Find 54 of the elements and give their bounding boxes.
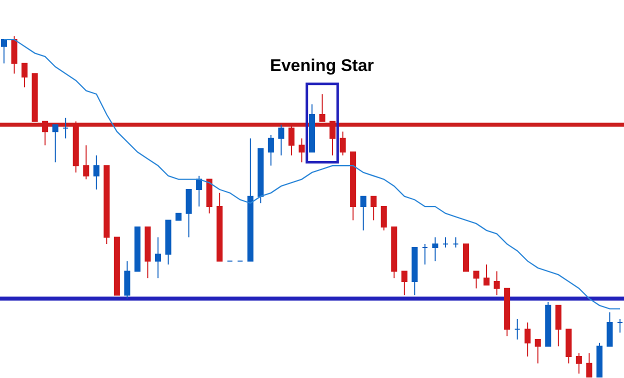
candlestick <box>432 236 438 262</box>
candlestick <box>104 165 110 245</box>
candlestick <box>154 236 162 279</box>
candlestick <box>380 206 387 231</box>
candlestick <box>524 322 531 358</box>
candlestick <box>124 260 130 300</box>
candlestick <box>340 131 346 156</box>
candlestick <box>134 226 140 272</box>
candlestick <box>144 226 151 279</box>
candlestick <box>114 236 120 296</box>
candlestick <box>268 134 274 166</box>
candlestick <box>401 270 408 296</box>
candlestick <box>452 236 459 248</box>
candlestick <box>308 104 316 153</box>
candlestick <box>83 144 90 180</box>
candlestick <box>484 264 490 286</box>
candlestick <box>391 226 398 279</box>
candlestick <box>186 189 192 238</box>
candlestick <box>62 117 69 139</box>
candlestick <box>350 152 356 221</box>
candlestick <box>258 148 264 204</box>
candlestick <box>576 352 582 374</box>
candlestick <box>412 246 418 296</box>
candlestick <box>278 124 284 156</box>
candlestick <box>514 318 520 340</box>
candlestick <box>0 39 8 64</box>
candlestick <box>22 62 28 88</box>
candlestick <box>93 154 100 190</box>
candlestick <box>422 244 428 265</box>
candlestick <box>473 270 480 289</box>
candlestick <box>534 338 541 364</box>
candlestick <box>370 196 377 221</box>
candlestick <box>52 124 58 163</box>
candlestick <box>176 212 182 221</box>
candlestick <box>165 220 172 265</box>
candlestick <box>206 178 212 214</box>
candlestick <box>442 236 448 248</box>
candlestick <box>462 244 470 272</box>
candlestick <box>247 138 254 262</box>
candlestick <box>596 342 602 378</box>
candlestick <box>360 196 366 231</box>
candlestick <box>216 192 223 262</box>
candlestick <box>298 138 305 163</box>
candlestick <box>196 175 202 208</box>
candlestick <box>504 288 510 337</box>
candlestick <box>11 36 18 74</box>
candlestick <box>555 304 562 347</box>
candlestick <box>616 318 624 334</box>
candlestick <box>494 270 500 296</box>
annotation: Evening Star <box>270 56 374 75</box>
candlestick <box>606 312 613 347</box>
candlestick <box>586 352 592 378</box>
candlestick <box>566 328 572 364</box>
candlestick <box>545 301 552 347</box>
